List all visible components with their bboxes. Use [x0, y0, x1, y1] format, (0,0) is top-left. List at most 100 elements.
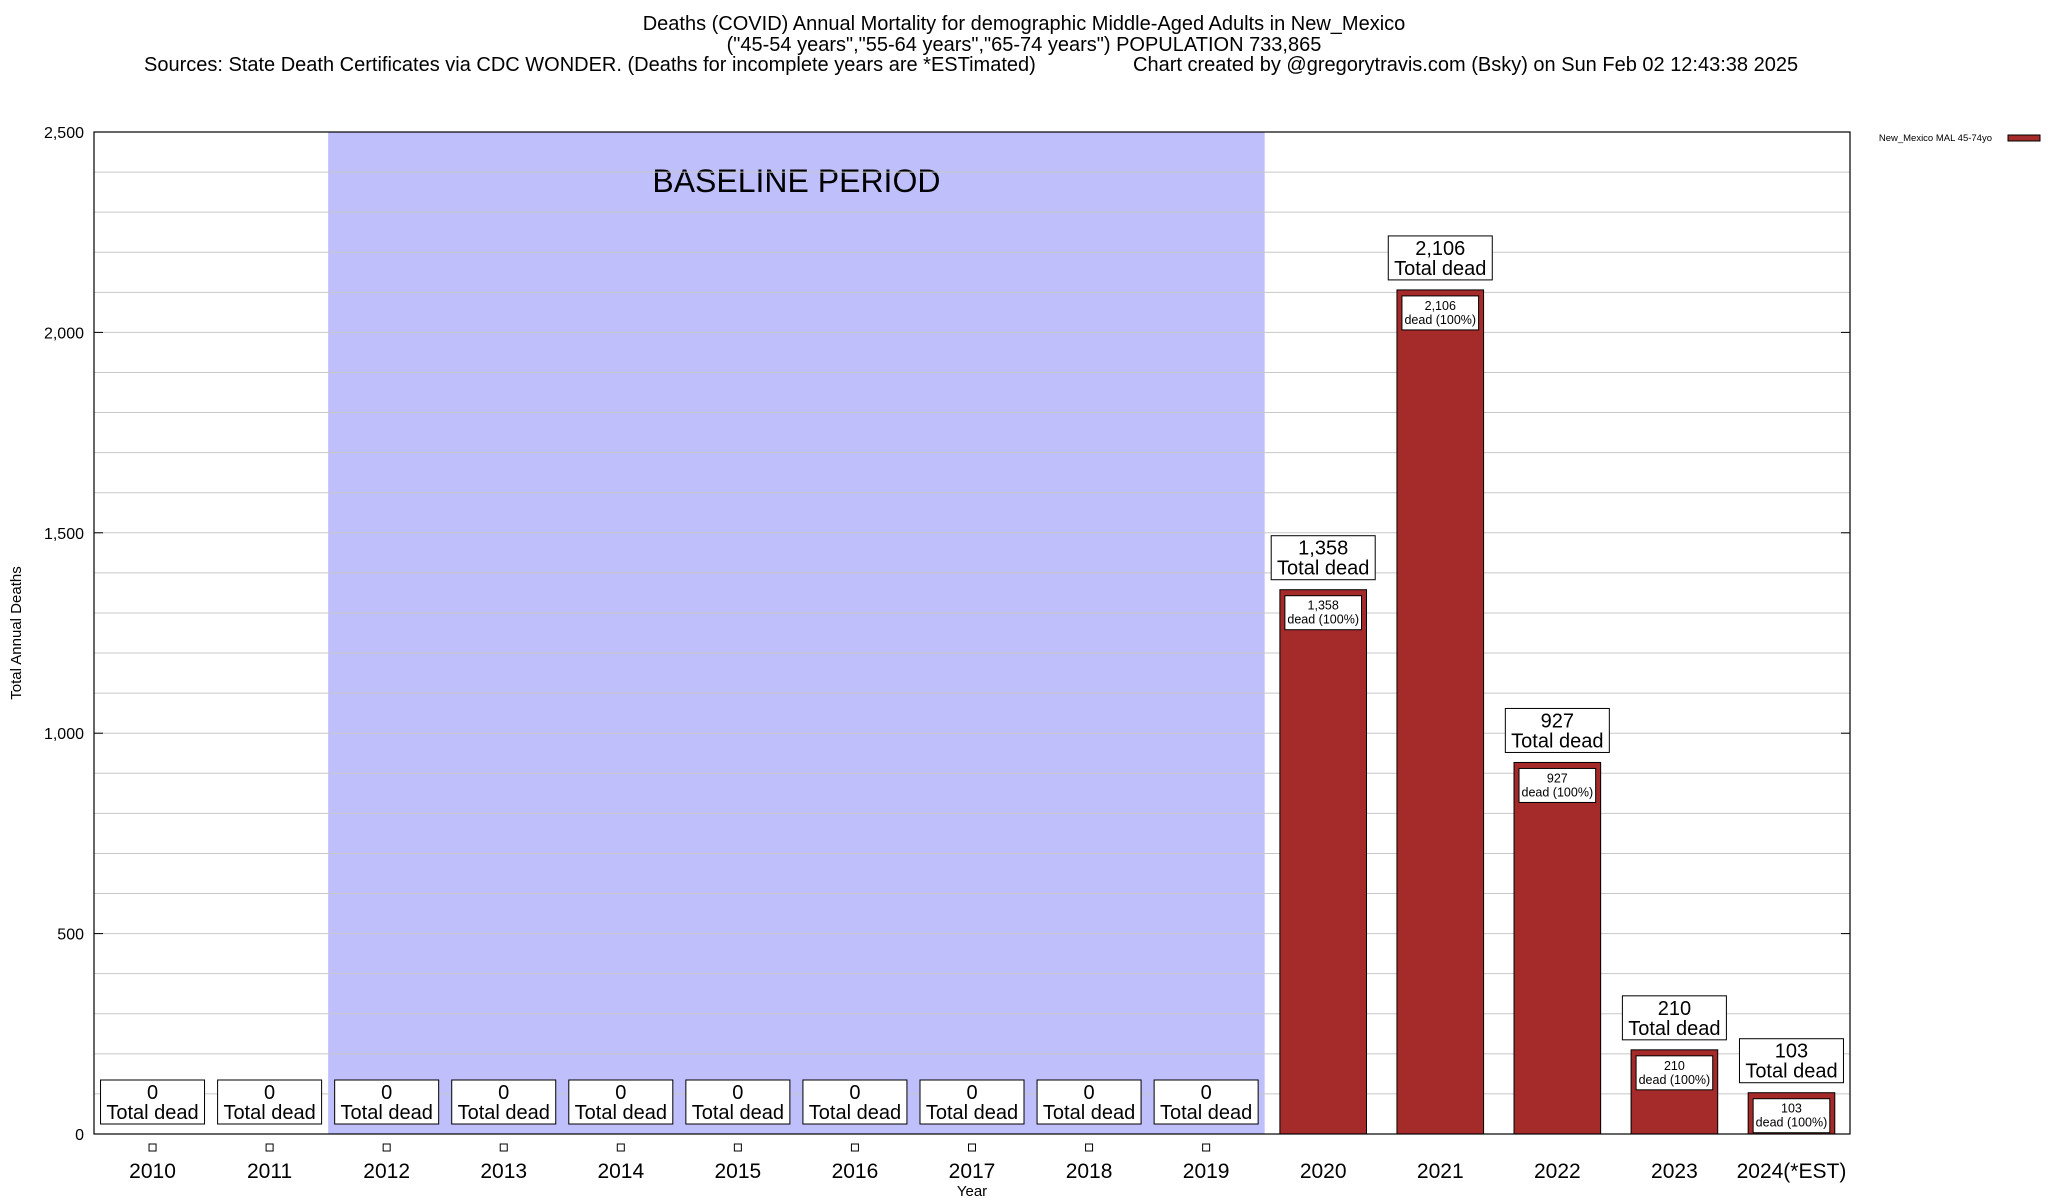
- total-label-value: 0: [849, 1082, 860, 1104]
- total-label-box: [100, 1079, 206, 1125]
- total-label-suffix: Total dead: [1628, 1018, 1720, 1040]
- y-tick-label: 1,000: [44, 726, 84, 743]
- x-tick-label: 2013: [480, 1160, 527, 1183]
- total-label-value: 0: [147, 1082, 158, 1104]
- zero-value-marker: [265, 1143, 274, 1152]
- x-tick-label: 2014: [597, 1160, 644, 1183]
- y-tick-label: 1,500: [44, 526, 84, 543]
- total-label-suffix: Total dead: [223, 1102, 315, 1124]
- inner-label-value: 1,358: [1308, 599, 1339, 613]
- total-label-suffix: Total dead: [341, 1102, 433, 1124]
- x-tick-label: 2024(*EST): [1737, 1160, 1847, 1183]
- zero-value-marker: [850, 1143, 859, 1152]
- total-label-suffix: Total dead: [1511, 730, 1603, 752]
- y-tick-label: 500: [57, 927, 84, 944]
- plot-frame: [93, 131, 1851, 1135]
- total-label-box: [217, 1079, 323, 1125]
- inner-label-value: 103: [1781, 1102, 1802, 1116]
- total-label-suffix: Total dead: [809, 1102, 901, 1124]
- chart-title: Deaths (COVID) Annual Mortality for demo…: [642, 13, 1406, 35]
- zero-value-marker: [382, 1143, 391, 1152]
- total-label-box: [1738, 1038, 1844, 1084]
- chart-subtitle: ("45-54 years","55-64 years","65-74 year…: [726, 34, 1322, 56]
- total-label-value: 0: [1084, 1082, 1095, 1104]
- x-tick-label: 2023: [1651, 1160, 1698, 1183]
- total-label-box: [919, 1079, 1025, 1125]
- total-label-box: [1504, 707, 1610, 753]
- x-tick-label: 2022: [1534, 1160, 1581, 1183]
- total-label-suffix: Total dead: [1745, 1061, 1837, 1083]
- x-tick-label: 2017: [949, 1160, 996, 1183]
- total-label-suffix: Total dead: [575, 1102, 667, 1124]
- total-label-box: [1387, 235, 1493, 281]
- total-label-value: 0: [264, 1082, 275, 1104]
- total-label-suffix: Total dead: [1043, 1102, 1135, 1124]
- total-label-box: [1621, 995, 1727, 1041]
- total-label-box: [685, 1079, 791, 1125]
- total-label-box: [568, 1079, 674, 1125]
- zero-value-marker: [499, 1143, 508, 1152]
- total-label-value: 103: [1775, 1041, 1808, 1063]
- inner-label-suffix: dead (100%): [1756, 1116, 1828, 1130]
- y-tick-label: 2,500: [44, 125, 84, 142]
- total-label-box: [334, 1079, 440, 1125]
- total-label-value: 927: [1541, 710, 1574, 732]
- total-label-value: 210: [1658, 998, 1691, 1020]
- zero-value-marker: [1085, 1143, 1094, 1152]
- total-label-suffix: Total dead: [458, 1102, 550, 1124]
- zero-value-marker: [148, 1143, 157, 1152]
- x-tick-label: 2012: [363, 1160, 410, 1183]
- x-tick-label: 2011: [247, 1160, 292, 1183]
- inner-label-box: [1284, 595, 1363, 631]
- total-label-box: [451, 1079, 557, 1125]
- total-label-suffix: Total dead: [1160, 1102, 1252, 1124]
- x-tick-label: 2016: [832, 1160, 879, 1183]
- total-label-value: 0: [732, 1082, 743, 1104]
- baseline-period-band: [328, 132, 1265, 1134]
- x-tick-label: 2015: [715, 1160, 762, 1183]
- total-label-value: 0: [615, 1082, 626, 1104]
- legend-swatch: [2007, 134, 2041, 142]
- x-tick-label: 2020: [1300, 1160, 1347, 1183]
- total-label-value: 1,358: [1298, 538, 1348, 560]
- total-label-suffix: Total dead: [1394, 258, 1486, 280]
- baseline-period-label: BASELINE PERIOD: [652, 163, 940, 199]
- y-tick-label: 2,000: [44, 325, 84, 342]
- inner-label-suffix: dead (100%): [1404, 313, 1476, 327]
- total-label-value: 2,106: [1415, 238, 1465, 260]
- inner-label-box: [1401, 295, 1480, 331]
- x-tick-label: 2010: [129, 1160, 176, 1183]
- inner-label-value: 210: [1664, 1059, 1685, 1073]
- total-label-box: [1153, 1079, 1259, 1125]
- chart-header: Deaths (COVID) Annual Mortality for demo…: [0, 14, 2048, 56]
- zero-value-marker: [616, 1143, 625, 1152]
- total-label-box: [1036, 1079, 1142, 1125]
- inner-label-box: [1518, 767, 1597, 803]
- x-axis-label: Year: [957, 1183, 987, 1200]
- chart-credit: Chart created by @gregorytravis.com (Bsk…: [1133, 54, 1799, 76]
- total-label-suffix: Total dead: [106, 1102, 198, 1124]
- total-label-suffix: Total dead: [1277, 558, 1369, 580]
- x-tick-label: 2018: [1066, 1160, 1113, 1183]
- zero-value-marker: [1202, 1143, 1211, 1152]
- zero-value-marker: [968, 1143, 976, 1152]
- zero-value-marker: [733, 1143, 742, 1152]
- total-label-box: [1270, 535, 1376, 581]
- y-tick-label: 0: [75, 1127, 84, 1144]
- bar-2022: [1513, 761, 1602, 1135]
- total-label-value: 0: [381, 1082, 392, 1104]
- legend-label: New_Mexico MAL 45-74yo: [1879, 133, 1992, 144]
- total-label-suffix: Total dead: [926, 1102, 1018, 1124]
- inner-label-suffix: dead (100%): [1639, 1073, 1711, 1087]
- x-tick-label: 2019: [1183, 1160, 1230, 1183]
- bar-2021: [1396, 289, 1485, 1135]
- inner-label-value: 2,106: [1425, 299, 1456, 313]
- total-label-box: [802, 1079, 908, 1125]
- inner-label-suffix: dead (100%): [1287, 613, 1359, 627]
- inner-label-suffix: dead (100%): [1522, 785, 1594, 799]
- chart-sources: Sources: State Death Certificates via CD…: [144, 54, 1036, 76]
- inner-label-value: 927: [1547, 771, 1568, 785]
- y-axis-label: Total Annual Deaths: [8, 566, 25, 699]
- total-label-suffix: Total dead: [692, 1102, 784, 1124]
